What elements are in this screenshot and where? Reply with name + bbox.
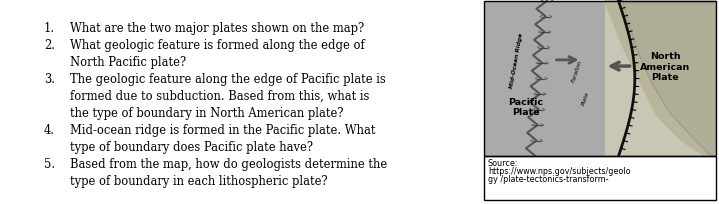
Text: formed due to subduction. Based from this, what is: formed due to subduction. Based from thi…	[70, 90, 370, 102]
Polygon shape	[605, 2, 716, 156]
Text: 3.: 3.	[44, 73, 55, 86]
Text: type of boundary does Pacific plate have?: type of boundary does Pacific plate have…	[70, 140, 313, 153]
Text: 4.: 4.	[44, 123, 55, 136]
Text: https://www.nps.gov/subjects/geolo: https://www.nps.gov/subjects/geolo	[488, 166, 631, 175]
Text: What are the two major plates shown on the map?: What are the two major plates shown on t…	[70, 22, 364, 35]
Polygon shape	[623, 4, 716, 156]
Text: type of boundary in each lithospheric plate?: type of boundary in each lithospheric pl…	[70, 174, 328, 187]
Text: Based from the map, how do geologists determine the: Based from the map, how do geologists de…	[70, 157, 388, 170]
Text: Source:: Source:	[488, 158, 518, 167]
Bar	[484, 156, 716, 200]
Text: North
American
Plate: North American Plate	[640, 52, 690, 82]
Text: the type of boundary in North American plate?: the type of boundary in North American p…	[70, 106, 344, 119]
Text: The geologic feature along the edge of Pacific plate is: The geologic feature along the edge of P…	[70, 73, 386, 86]
Text: Plate: Plate	[582, 90, 591, 105]
Text: 5.: 5.	[44, 157, 55, 170]
Text: gy /plate-tectonics-transform-: gy /plate-tectonics-transform-	[488, 174, 608, 183]
Text: 1.: 1.	[44, 22, 55, 35]
Text: What geologic feature is formed along the edge of: What geologic feature is formed along th…	[70, 39, 365, 52]
Bar	[605, 2, 716, 156]
Bar	[484, 2, 716, 156]
Text: Mid-Ocean Ridge: Mid-Ocean Ridge	[509, 33, 524, 89]
Text: North Pacific plate?: North Pacific plate?	[70, 56, 186, 69]
Text: Pacific
Plate: Pacific Plate	[508, 97, 544, 116]
Text: 2.: 2.	[44, 39, 55, 52]
Bar	[484, 2, 716, 156]
Text: Farallon: Farallon	[571, 59, 583, 83]
Text: Mid-ocean ridge is formed in the Pacific plate. What: Mid-ocean ridge is formed in the Pacific…	[70, 123, 375, 136]
